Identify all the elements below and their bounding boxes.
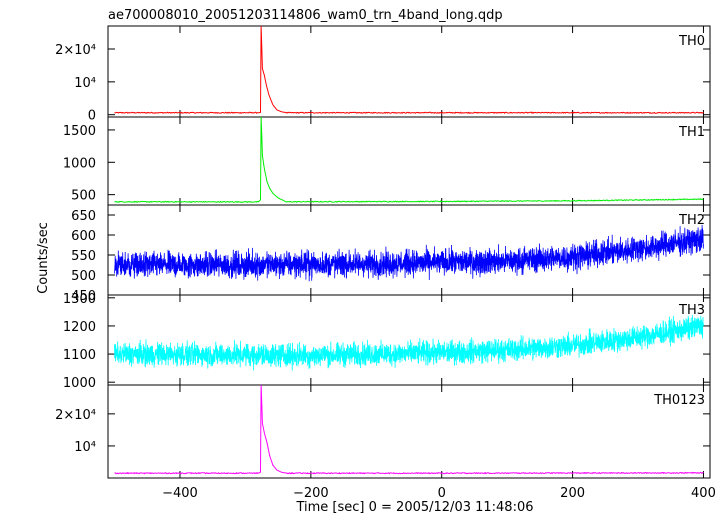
x-tick-label: 0 [438, 486, 446, 501]
x-axis-label: Time [sec] 0 = 2005/12/03 11:48:06 [295, 500, 533, 515]
y-tick-label: 450 [71, 289, 96, 304]
y-tick-label: 600 [71, 229, 96, 244]
y-tick-label: 550 [71, 249, 96, 264]
panel-label-th3: TH3 [678, 303, 705, 318]
y-tick-label: 1300 [63, 292, 96, 307]
series-line-th1 [114, 116, 704, 204]
y-tick-label: 650 [71, 209, 96, 224]
panel-frame-th0123 [107, 384, 711, 479]
y-tick-label: 1000 [63, 376, 96, 391]
y-tick-label: 1100 [63, 348, 96, 363]
panel-th1: 500 1000 1500 TH1 [63, 116, 711, 206]
panel-label-th2: TH2 [678, 213, 705, 228]
panel-label-th0123: TH0123 [653, 393, 705, 408]
panel-frame-th1 [107, 116, 711, 206]
y-tick-label: 10⁴ [74, 440, 96, 455]
y-tick-label: 500 [71, 189, 96, 204]
y-tick-label: 1000 [63, 156, 96, 171]
panel-th3: 1000 1100 1200 1300 TH3 [63, 292, 711, 391]
y-tick-label: 1200 [63, 320, 96, 335]
y-tick-label: 0 [88, 109, 96, 124]
series-line-th3 [114, 315, 704, 371]
series-line-th0 [114, 25, 704, 115]
panel-th0123: 10⁴ 2×10⁴ TH0123 [55, 384, 711, 479]
y-axis-label: Counts/sec [36, 222, 51, 294]
x-tick-label: −200 [293, 486, 329, 501]
y-tick-label: 2×10⁴ [55, 43, 96, 58]
panels-group: 0 10⁴ 2×10⁴ TH0 500 1000 1500 TH1 450 500 550 600 65… [55, 25, 711, 479]
x-tick-label: 200 [560, 486, 585, 501]
panel-th0: 0 10⁴ 2×10⁴ TH0 [55, 25, 711, 124]
series-line-th2 [114, 224, 704, 282]
y-tick-label: 10⁴ [74, 76, 96, 91]
panel-label-th1: TH1 [678, 125, 705, 140]
x-tick-labels: −400 −200 0 200 400 [162, 486, 716, 501]
y-tick-label: 500 [71, 269, 96, 284]
panel-frame-th0 [107, 25, 711, 118]
series-line-th0123 [114, 384, 704, 475]
panel-th2: 450 500 550 600 650 TH2 [71, 204, 711, 304]
panel-label-th0: TH0 [678, 34, 705, 49]
y-tick-label: 2×10⁴ [55, 408, 96, 423]
chart-title: ae700008010_20051203114806_wam0_trn_4ban… [108, 8, 503, 23]
x-tick-label: −400 [162, 486, 198, 501]
x-tick-label: 400 [691, 486, 716, 501]
y-tick-label: 1500 [63, 124, 96, 139]
